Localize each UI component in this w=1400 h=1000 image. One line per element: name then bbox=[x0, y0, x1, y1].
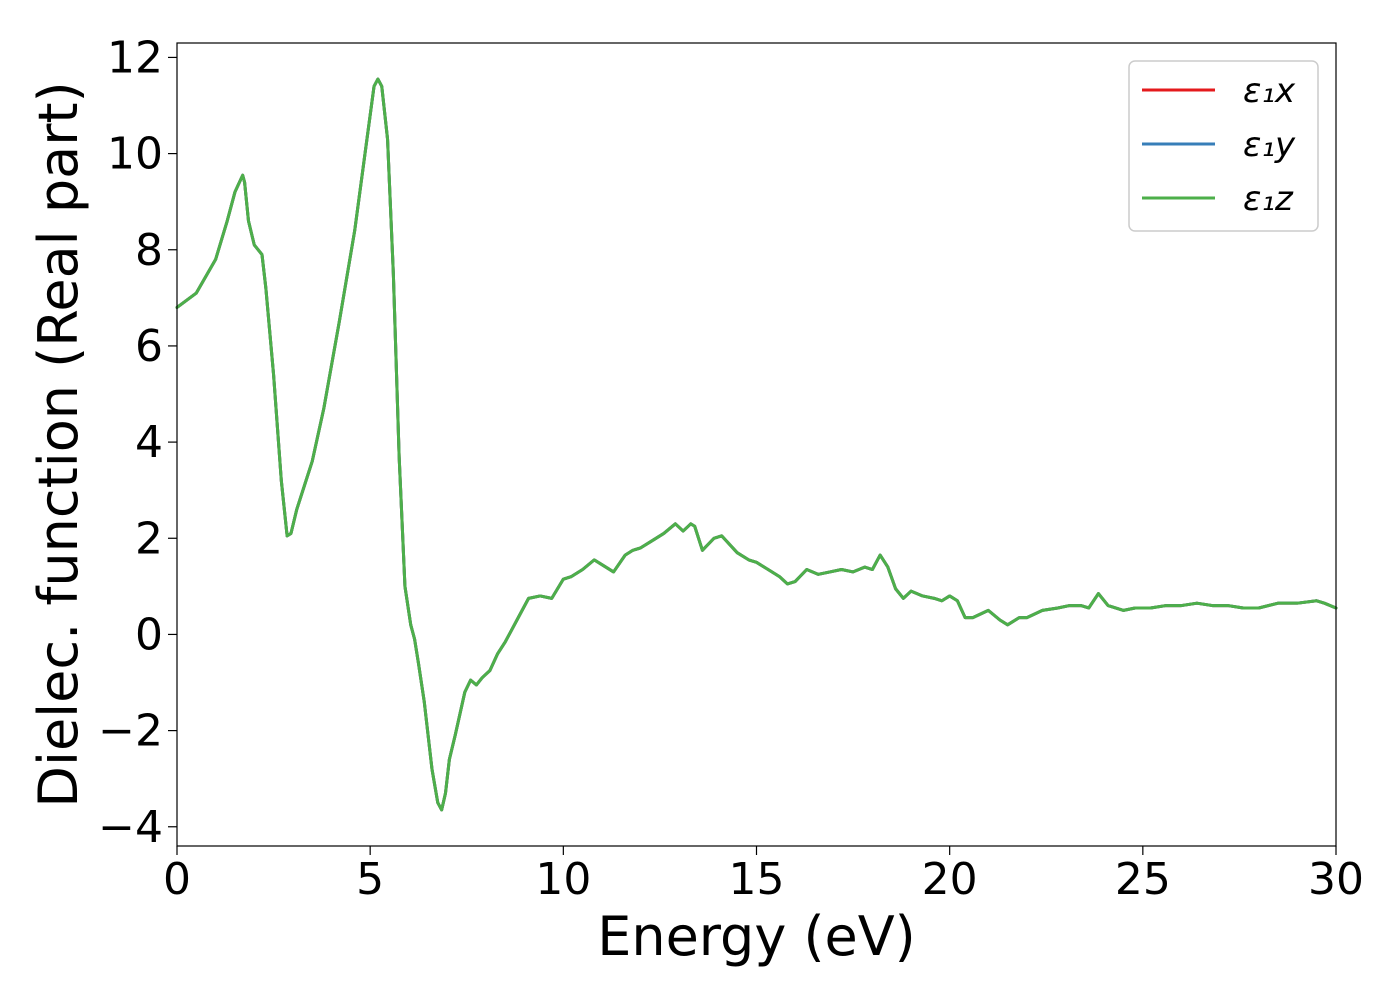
x-tick-label: 25 bbox=[1115, 854, 1171, 905]
series-layer bbox=[175, 77, 1338, 812]
legend: ε₁x ε₁y ε₁z bbox=[1128, 60, 1319, 232]
y-tick-label: 12 bbox=[107, 32, 163, 83]
x-tick-label: 15 bbox=[729, 854, 785, 905]
y-axis-label: Dielec. function (Real part) bbox=[27, 81, 90, 807]
series-line-3 bbox=[175, 77, 1338, 812]
x-tick-label: 5 bbox=[356, 854, 384, 905]
legend-box bbox=[1128, 60, 1319, 232]
y-tick-label: 0 bbox=[135, 609, 163, 660]
legend-label-1: ε₁x bbox=[1243, 71, 1296, 111]
y-tick-label: 6 bbox=[135, 321, 163, 372]
y-tick-label: 8 bbox=[135, 225, 163, 276]
y-tick-label: 2 bbox=[135, 513, 163, 564]
y-tick-label: −2 bbox=[98, 706, 163, 757]
y-tick-label: −4 bbox=[98, 802, 163, 853]
x-axis-label: Energy (eV) bbox=[597, 905, 916, 968]
x-tick-label: 10 bbox=[535, 854, 591, 905]
y-tick-label: 4 bbox=[135, 417, 163, 468]
x-tick-label: 30 bbox=[1308, 854, 1364, 905]
x-tick-label: 20 bbox=[922, 854, 978, 905]
legend-label-3: ε₁z bbox=[1243, 179, 1294, 219]
x-tick-label: 0 bbox=[163, 854, 191, 905]
y-axis-ticks: −4 −2 0 2 4 6 8 10 12 bbox=[98, 32, 177, 853]
legend-label-2: ε₁y bbox=[1243, 125, 1296, 165]
x-axis-ticks: 0 5 10 15 20 25 30 bbox=[163, 846, 1364, 905]
y-tick-label: 10 bbox=[107, 129, 163, 180]
